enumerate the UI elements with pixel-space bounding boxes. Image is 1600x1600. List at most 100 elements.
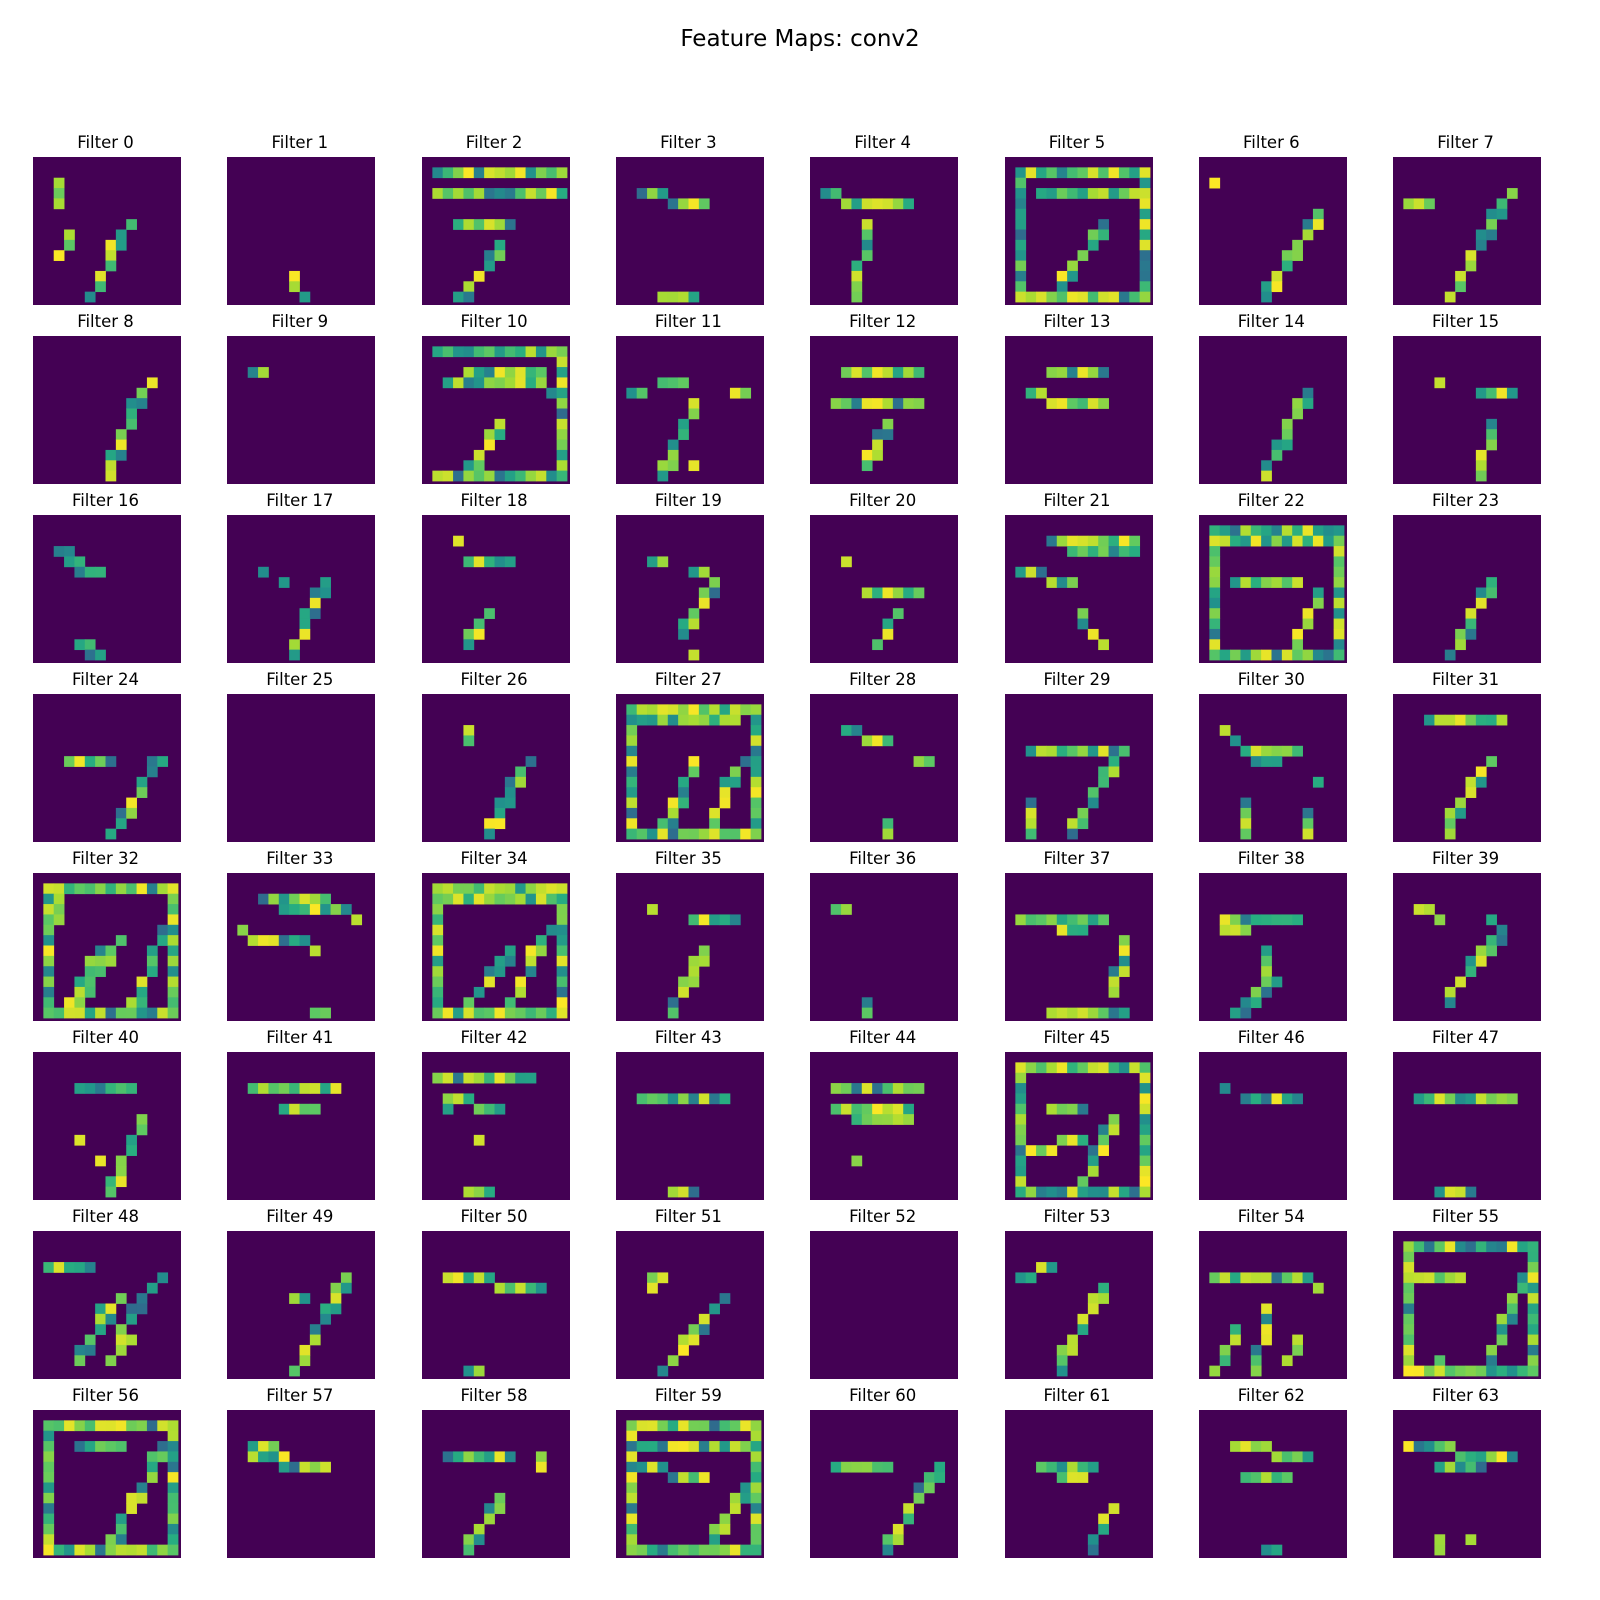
panel-title: Filter 22 bbox=[1237, 491, 1305, 510]
heatmap-cell bbox=[1014, 1072, 1026, 1084]
heatmap-cell bbox=[719, 1513, 731, 1525]
heatmap-cell bbox=[646, 1093, 658, 1105]
heatmap-cell bbox=[1403, 198, 1415, 210]
heatmap-cell bbox=[678, 618, 689, 630]
heatmap-cell bbox=[1302, 608, 1314, 619]
heatmap-cell bbox=[494, 1492, 505, 1504]
heatmap-cell bbox=[556, 997, 567, 1009]
heatmap-cell bbox=[1333, 566, 1345, 578]
heatmap-cell bbox=[136, 976, 148, 988]
heatmap-cell bbox=[1025, 1145, 1036, 1156]
heatmap-cell bbox=[688, 1420, 700, 1432]
heatmap-cell bbox=[893, 367, 904, 378]
heatmap-cell bbox=[1434, 377, 1446, 389]
heatmap-cell bbox=[289, 904, 301, 915]
heatmap-background bbox=[421, 515, 567, 660]
heatmap-cell bbox=[1087, 535, 1099, 547]
heatmap-cell bbox=[678, 704, 689, 716]
heatmap-cell bbox=[1434, 1272, 1446, 1284]
heatmap-cell bbox=[1139, 208, 1150, 220]
heatmap-cell bbox=[750, 1472, 762, 1483]
heatmap-cell bbox=[473, 1451, 485, 1463]
heatmap-cell bbox=[1014, 1124, 1026, 1136]
heatmap-cell bbox=[1250, 535, 1262, 547]
heatmap-cell bbox=[53, 177, 65, 189]
heatmap-cell bbox=[750, 1482, 762, 1494]
heatmap-cell bbox=[678, 291, 689, 303]
heatmap-cell bbox=[1271, 535, 1283, 547]
heatmap-cell bbox=[473, 986, 485, 998]
heatmap-cell bbox=[1496, 1241, 1508, 1253]
heatmap-cell bbox=[698, 1420, 710, 1432]
heatmap-cell bbox=[1496, 935, 1508, 946]
heatmap-cell bbox=[820, 188, 832, 199]
heatmap-cell bbox=[431, 167, 443, 179]
heatmap-cell bbox=[115, 883, 127, 895]
panel-title: Filter 36 bbox=[849, 849, 917, 868]
heatmap-cell bbox=[872, 1114, 884, 1125]
heatmap-cell bbox=[535, 883, 547, 895]
heatmap-cell bbox=[105, 1420, 117, 1432]
heatmap-cell bbox=[1312, 1282, 1324, 1294]
heatmap-cell bbox=[1444, 1186, 1456, 1198]
heatmap-cell bbox=[1260, 535, 1272, 547]
heatmap-cell bbox=[95, 1155, 106, 1167]
heatmap-cell bbox=[1486, 208, 1498, 220]
heatmap-cell bbox=[841, 198, 853, 210]
heatmap-cell bbox=[1077, 291, 1088, 303]
heatmap-cell bbox=[657, 1544, 669, 1556]
heatmap-cell bbox=[442, 470, 454, 482]
heatmap-cell bbox=[750, 797, 762, 809]
heatmap-cell bbox=[636, 714, 648, 726]
heatmap-cell bbox=[525, 955, 536, 967]
heatmap-cell bbox=[1108, 986, 1119, 998]
heatmap-cell bbox=[1292, 250, 1303, 261]
heatmap-cell bbox=[1403, 1441, 1415, 1452]
heatmap-cell bbox=[636, 1544, 648, 1556]
heatmap-cell bbox=[483, 556, 495, 568]
heatmap-cell bbox=[1260, 914, 1272, 926]
heatmap-cell bbox=[1087, 1062, 1099, 1074]
heatmap-cell bbox=[1527, 1293, 1539, 1304]
heatmap-cell bbox=[667, 198, 679, 210]
heatmap-cell bbox=[473, 1007, 485, 1019]
heatmap-cell bbox=[1424, 1272, 1435, 1284]
heatmap-cell bbox=[1312, 649, 1324, 661]
heatmap-cell bbox=[750, 1513, 762, 1525]
heatmap-cell bbox=[105, 250, 117, 261]
heatmap-cell bbox=[851, 1461, 863, 1473]
heatmap-cell bbox=[1302, 398, 1314, 409]
heatmap-cell bbox=[1139, 198, 1150, 210]
heatmap-cell bbox=[1077, 1007, 1088, 1019]
heatmap-cell bbox=[861, 449, 873, 461]
heatmap-cell bbox=[1077, 618, 1088, 630]
heatmap-cell bbox=[74, 556, 86, 568]
heatmap-cell bbox=[545, 924, 557, 936]
heatmap-cell bbox=[43, 883, 55, 895]
heatmap-cell bbox=[1035, 566, 1047, 578]
heatmap-cell bbox=[494, 807, 505, 819]
heatmap-cell bbox=[1281, 535, 1293, 547]
heatmap-cell bbox=[1281, 745, 1293, 757]
heatmap-cell bbox=[504, 1282, 516, 1294]
heatmap-cell bbox=[688, 976, 700, 988]
heatmap-cell bbox=[146, 377, 158, 389]
heatmap-cell bbox=[851, 367, 863, 378]
heatmap-cell bbox=[431, 346, 443, 358]
feature-map-heatmap bbox=[615, 1052, 764, 1200]
heatmap-cell bbox=[893, 1114, 904, 1125]
heatmap-cell bbox=[64, 997, 75, 1009]
heatmap-cell bbox=[698, 828, 710, 840]
heatmap-cell bbox=[626, 735, 638, 747]
heatmap-cell bbox=[626, 714, 638, 726]
heatmap-cell bbox=[698, 587, 710, 599]
heatmap-cell bbox=[893, 587, 904, 599]
heatmap-cell bbox=[709, 1523, 720, 1535]
heatmap-cell bbox=[84, 756, 96, 767]
heatmap-cell bbox=[626, 1534, 638, 1546]
panel-title: Filter 39 bbox=[1432, 849, 1500, 868]
heatmap-cell bbox=[1292, 577, 1303, 588]
heatmap-cell bbox=[483, 219, 495, 230]
heatmap-cell bbox=[678, 1441, 689, 1452]
panel-title: Filter 47 bbox=[1432, 1028, 1500, 1047]
